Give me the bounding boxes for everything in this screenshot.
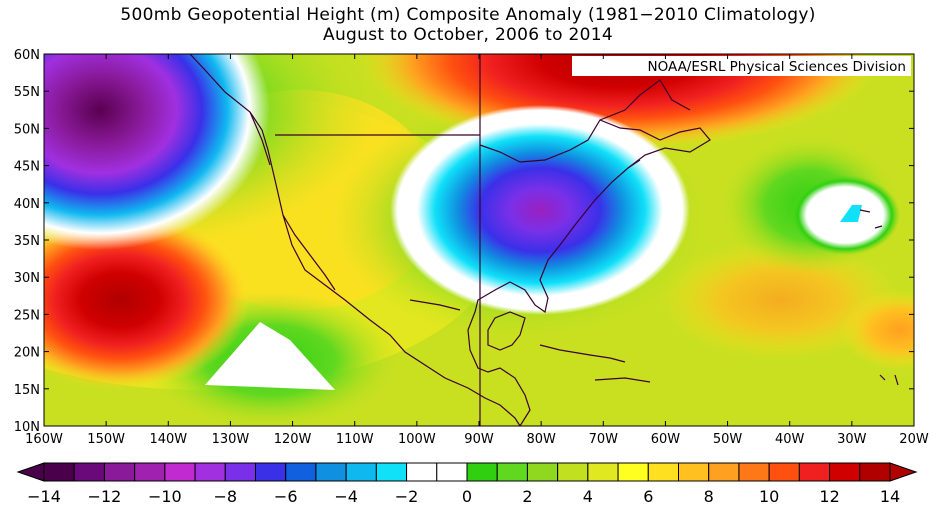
lat-label: 45N bbox=[14, 160, 40, 175]
longitude-axis: 160W 150W 140W 130W 120W 110W 100W 90W 80W 70W 60W… bbox=[25, 54, 929, 447]
colorbar-tick-label: −8 bbox=[213, 487, 237, 506]
colorbar-tick-label: −2 bbox=[395, 487, 419, 506]
colorbar-swatch bbox=[315, 462, 347, 482]
colorbar-tick-label: 4 bbox=[583, 487, 593, 506]
anomaly-field bbox=[44, 54, 914, 426]
colorbar-swatch bbox=[255, 462, 287, 482]
colorbar-tick-label: 10 bbox=[759, 487, 779, 506]
lon-label: 30W bbox=[837, 432, 867, 447]
lon-label: 20W bbox=[899, 432, 929, 447]
credit-box bbox=[572, 56, 911, 76]
colorbar-swatch bbox=[285, 462, 317, 482]
coastline-overlay bbox=[189, 54, 899, 426]
colorbar-swatch bbox=[164, 462, 196, 482]
lon-label: 90W bbox=[464, 432, 494, 447]
colorbar-swatch bbox=[798, 462, 831, 482]
colorbar-tick-label: −4 bbox=[334, 487, 358, 506]
lon-label: 140W bbox=[149, 432, 187, 447]
lon-label: 150W bbox=[87, 432, 125, 447]
colorbar-tick-label: −6 bbox=[274, 487, 298, 506]
colorbar-tick-label: 0 bbox=[462, 487, 472, 506]
colorbar-swatch bbox=[436, 462, 468, 482]
lon-label: 130W bbox=[212, 432, 250, 447]
colorbar-swatch bbox=[526, 462, 559, 482]
colorbar-tick-label: 12 bbox=[819, 487, 839, 506]
colorbar-swatch bbox=[345, 462, 377, 482]
colorbar-swatch bbox=[587, 462, 619, 482]
lat-label: 35N bbox=[14, 234, 40, 249]
colorbar-swatch bbox=[43, 462, 75, 482]
colorbar-swatch bbox=[194, 462, 226, 482]
chart-title: 500mb Geopotential Height (m) Composite … bbox=[120, 5, 816, 25]
colorbar-swatch bbox=[73, 462, 105, 482]
colorbar-swatch bbox=[103, 462, 136, 482]
lat-label: 40N bbox=[14, 197, 40, 212]
colorbar-swatch bbox=[496, 462, 528, 482]
lon-label: 50W bbox=[713, 432, 743, 447]
colorbar-over-triangle bbox=[889, 462, 918, 482]
colorbar-swatch bbox=[617, 462, 649, 482]
colorbar-swatch bbox=[134, 462, 166, 482]
lat-label: 20N bbox=[14, 346, 40, 361]
colorbar-swatch bbox=[768, 462, 800, 482]
lon-label: 60W bbox=[651, 432, 681, 447]
lon-label: 110W bbox=[336, 432, 374, 447]
colorbar-tick-label: 14 bbox=[880, 487, 900, 506]
colorbar-swatch bbox=[647, 462, 679, 482]
colorbar-tick-label: 2 bbox=[522, 487, 532, 506]
colorbar bbox=[16, 462, 918, 482]
chart-subtitle: August to October, 2006 to 2014 bbox=[323, 25, 613, 45]
colorbar-swatch bbox=[557, 462, 589, 482]
lon-label: 120W bbox=[274, 432, 312, 447]
credit-label: NOAA/ESRL Physical Sciences Division bbox=[647, 59, 906, 75]
colorbar-swatch bbox=[375, 462, 408, 482]
lat-label: 30N bbox=[14, 271, 40, 286]
colorbar-swatch bbox=[708, 462, 740, 482]
lon-label: 100W bbox=[398, 432, 436, 447]
lat-label: 60N bbox=[14, 48, 40, 63]
lat-label: 25N bbox=[14, 308, 40, 323]
colorbar-under-triangle bbox=[16, 462, 45, 482]
colorbar-swatch bbox=[738, 462, 770, 482]
colorbar-swatch bbox=[859, 462, 891, 482]
lon-label: 160W bbox=[25, 432, 63, 447]
lon-label: 80W bbox=[526, 432, 556, 447]
lon-label: 40W bbox=[775, 432, 805, 447]
lat-label: 50N bbox=[14, 122, 40, 137]
colorbar-swatch bbox=[678, 462, 710, 482]
lon-label: 70W bbox=[589, 432, 619, 447]
lat-label: 55N bbox=[14, 85, 40, 100]
colorbar-tick-label: −14 bbox=[27, 487, 61, 506]
colorbar-labels: −14 −12 −10 −8 −6 −4 −2 0 2 4 6 8 10 12 14 bbox=[27, 487, 900, 506]
colorbar-tick-label: −12 bbox=[88, 487, 122, 506]
lat-label: 15N bbox=[14, 383, 40, 398]
colorbar-tick-label: 8 bbox=[704, 487, 714, 506]
colorbar-swatch bbox=[224, 462, 257, 482]
colorbar-swatch bbox=[466, 462, 498, 482]
lat-label: 10N bbox=[14, 420, 40, 435]
latitude-axis: 60N 55N 50N 45N 40N 35N 30N 25N 20N 15N 10N bbox=[14, 48, 914, 435]
colorbar-tick-label: 6 bbox=[643, 487, 653, 506]
colorbar-swatch bbox=[406, 462, 438, 482]
colorbar-tick-label: −10 bbox=[148, 487, 182, 506]
colorbar-swatch bbox=[829, 462, 861, 482]
